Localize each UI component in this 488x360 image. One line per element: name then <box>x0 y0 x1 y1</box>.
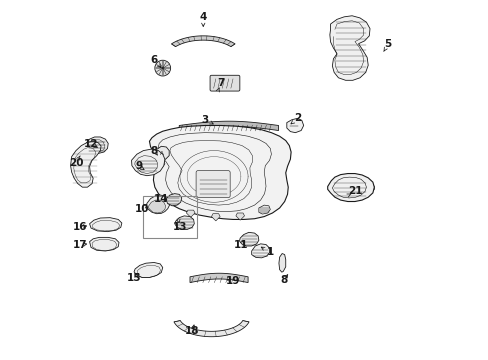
Polygon shape <box>251 244 269 258</box>
Text: 12: 12 <box>83 139 98 149</box>
FancyBboxPatch shape <box>196 171 230 198</box>
Text: 21: 21 <box>348 186 362 197</box>
Text: 20: 20 <box>68 158 83 168</box>
Text: 1: 1 <box>266 247 273 257</box>
Text: 14: 14 <box>154 194 168 204</box>
Polygon shape <box>286 118 303 133</box>
Circle shape <box>368 185 374 191</box>
Polygon shape <box>152 157 164 168</box>
Text: 3: 3 <box>201 115 208 125</box>
Polygon shape <box>134 262 163 278</box>
Polygon shape <box>146 195 169 214</box>
Polygon shape <box>155 146 169 160</box>
Polygon shape <box>171 36 235 47</box>
Polygon shape <box>329 16 369 80</box>
Polygon shape <box>131 149 164 176</box>
Polygon shape <box>235 213 244 220</box>
Polygon shape <box>89 237 119 251</box>
FancyBboxPatch shape <box>210 75 239 91</box>
Polygon shape <box>179 121 278 131</box>
Polygon shape <box>148 200 165 213</box>
Polygon shape <box>70 141 101 187</box>
Circle shape <box>330 185 336 191</box>
Text: 15: 15 <box>126 273 141 283</box>
Text: 2: 2 <box>293 113 301 123</box>
Polygon shape <box>86 137 108 153</box>
Polygon shape <box>149 126 290 220</box>
Text: 4: 4 <box>199 12 206 22</box>
Text: 8: 8 <box>150 145 158 156</box>
Text: 6: 6 <box>150 55 158 65</box>
Polygon shape <box>166 194 182 206</box>
Polygon shape <box>89 218 122 231</box>
Text: 17: 17 <box>73 240 87 250</box>
Polygon shape <box>175 216 194 229</box>
Polygon shape <box>278 253 285 272</box>
Text: 8: 8 <box>280 275 287 285</box>
Text: 11: 11 <box>233 239 247 249</box>
Polygon shape <box>174 320 248 337</box>
Polygon shape <box>239 232 258 246</box>
Text: 7: 7 <box>217 78 224 88</box>
Polygon shape <box>258 205 270 214</box>
Text: 9: 9 <box>135 161 142 171</box>
Text: 10: 10 <box>134 204 148 214</box>
Text: A: A <box>160 150 163 156</box>
Polygon shape <box>186 210 195 217</box>
Polygon shape <box>190 273 247 283</box>
Text: 19: 19 <box>225 276 240 286</box>
Bar <box>143 196 197 238</box>
Text: 5: 5 <box>384 40 391 49</box>
Text: 13: 13 <box>172 222 187 232</box>
Polygon shape <box>327 174 373 202</box>
Text: 16: 16 <box>73 222 87 231</box>
Polygon shape <box>211 214 220 221</box>
Circle shape <box>155 60 170 76</box>
Text: 18: 18 <box>185 325 199 336</box>
